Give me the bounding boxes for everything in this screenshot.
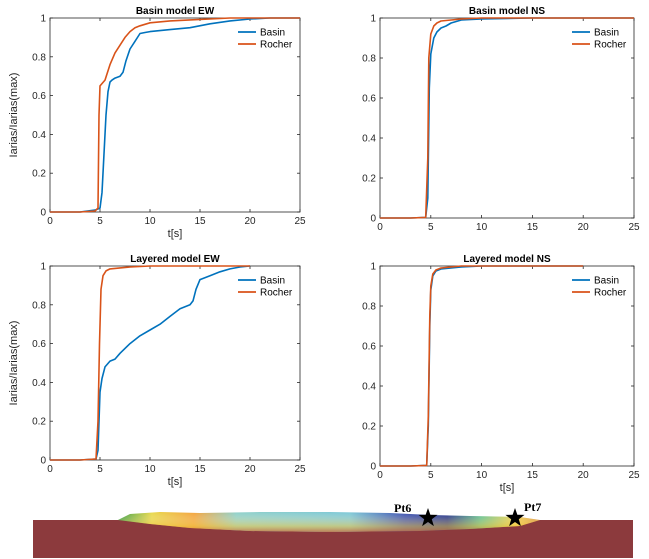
legend-label-rocher: Rocher (260, 40, 293, 51)
legend-label-rocher: Rocher (594, 288, 627, 299)
plot-area (49, 17, 301, 213)
legend-label-basin: Basin (594, 276, 619, 287)
y-axis-label: Iarias/Iarias(max) (8, 321, 20, 406)
x-axis-label: t[s] (500, 482, 515, 494)
star-icon (418, 508, 438, 527)
chart-panel-3: 0 5 10 15 20 25 0 0.2 0.4 0.6 0.8 1 Layered model EW… (8, 254, 306, 488)
y-tick-label: 0.6 (32, 339, 46, 350)
y-tick-label: 1 (40, 14, 46, 25)
y-tick-label: 0.6 (362, 94, 376, 105)
star-icon (505, 508, 525, 527)
y-tick-label: 0.8 (362, 302, 376, 313)
y-tick-label: 0 (370, 462, 376, 473)
x-tick-label: 0 (47, 464, 53, 475)
x-tick-label: 25 (628, 470, 640, 481)
chart-panel-4: 0 5 10 15 20 25 0 0.2 0.4 0.6 0.8 1 Layered model NS… (362, 254, 640, 494)
y-tick-label: 0.2 (362, 422, 376, 433)
plot-area (379, 17, 635, 219)
legend-label-rocher: Rocher (594, 40, 627, 51)
legend-label-basin: Basin (594, 28, 619, 39)
marker-pt7: Pt7 (505, 500, 541, 527)
x-tick-label: 5 (97, 216, 103, 227)
series-line-basin (50, 17, 300, 213)
x-tick-label: 15 (194, 216, 206, 227)
x-tick-label: 10 (476, 222, 488, 233)
y-tick-label: 0.4 (362, 134, 376, 145)
y-tick-label: 0 (370, 214, 376, 225)
y-tick-label: 0.6 (362, 342, 376, 353)
series-line-rocher (50, 265, 250, 461)
y-tick-label: 0.8 (362, 54, 376, 65)
y-tick-label: 0 (40, 456, 46, 467)
cross-section: Pt6 Pt7 (33, 500, 633, 558)
marker-label-pt7: Pt7 (524, 500, 541, 514)
x-tick-label: 25 (294, 216, 306, 227)
legend-label-basin: Basin (260, 28, 285, 39)
x-tick-label: 5 (97, 464, 103, 475)
y-tick-label: 1 (40, 262, 46, 273)
x-tick-label: 25 (294, 464, 306, 475)
x-tick-label: 10 (476, 470, 488, 481)
x-tick-label: 20 (578, 222, 590, 233)
y-tick-label: 0 (40, 208, 46, 219)
y-tick-label: 0.2 (362, 174, 376, 185)
x-tick-label: 25 (628, 222, 640, 233)
y-tick-label: 0.2 (32, 169, 46, 180)
y-tick-label: 1 (370, 262, 376, 273)
y-axis-label: Iarias/Iarias(max) (8, 73, 20, 158)
series-line-rocher (50, 17, 300, 213)
y-tick-label: 0.4 (32, 130, 46, 141)
y-tick-label: 0.8 (32, 52, 46, 63)
x-tick-label: 0 (377, 222, 383, 233)
chart-title: Basin model EW (136, 6, 215, 17)
x-tick-label: 15 (527, 222, 539, 233)
x-tick-label: 10 (144, 216, 156, 227)
x-axis-label: t[s] (168, 476, 183, 488)
marker-label-pt6: Pt6 (394, 501, 411, 515)
chart-title: Basin model NS (469, 6, 545, 17)
x-tick-label: 5 (428, 222, 434, 233)
chart-panel-1: 0 5 10 15 20 25 0 0.2 0.4 0.6 0.8 1 Basin model EW t[… (8, 6, 306, 240)
plot-area (49, 265, 301, 461)
series-line-basin (50, 265, 251, 461)
plot-area (379, 265, 635, 467)
x-tick-label: 0 (377, 470, 383, 481)
chart-panel-2: 0 5 10 15 20 25 0 0.2 0.4 0.6 0.8 1 Basin model NS Ba… (362, 6, 640, 233)
x-tick-label: 10 (144, 464, 156, 475)
x-tick-label: 20 (244, 464, 256, 475)
marker-pt6: Pt6 (394, 501, 438, 527)
x-tick-label: 15 (194, 464, 206, 475)
chart-title: Layered model EW (130, 254, 220, 265)
chart-title: Layered model NS (463, 254, 551, 265)
x-tick-label: 5 (428, 470, 434, 481)
x-tick-label: 15 (527, 470, 539, 481)
x-tick-label: 20 (578, 470, 590, 481)
legend-label-basin: Basin (260, 276, 285, 287)
y-tick-label: 0.6 (32, 91, 46, 102)
x-tick-label: 20 (244, 216, 256, 227)
x-tick-label: 0 (47, 216, 53, 227)
y-tick-label: 0.2 (32, 417, 46, 428)
x-axis-label: t[s] (168, 228, 183, 240)
y-tick-label: 0.4 (362, 382, 376, 393)
series-line-rocher (380, 265, 584, 467)
legend-label-rocher: Rocher (260, 288, 293, 299)
y-tick-label: 0.4 (32, 378, 46, 389)
series-line-rocher (380, 17, 634, 219)
y-tick-label: 0.8 (32, 300, 46, 311)
y-tick-label: 1 (370, 14, 376, 25)
